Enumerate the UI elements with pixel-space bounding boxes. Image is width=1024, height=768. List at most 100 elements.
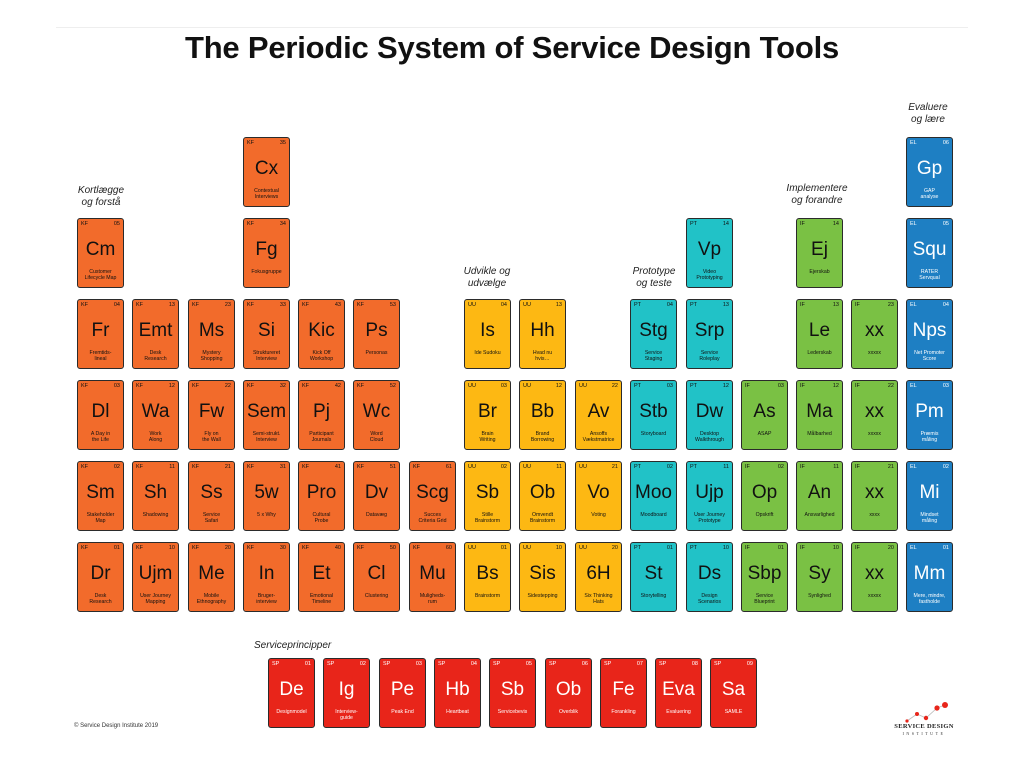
tool-tile-mi[interactable]: EL 02 Mi Mindset måling [906, 461, 953, 531]
page-title: The Periodic System of Service Design To… [184, 30, 840, 65]
tool-tile-dv[interactable]: KF 51 Dv Datavæg [353, 461, 400, 531]
tool-tile-is[interactable]: UU 04 Is Ide Sudoku [464, 299, 511, 369]
tool-tile-hb[interactable]: SP 04 Hb Heartbeat [434, 658, 481, 728]
tile-number: 03 [113, 383, 120, 389]
tool-tile-pm[interactable]: EL 03 Pm Præmis måling [906, 380, 953, 450]
category-line: Udvikle og [463, 266, 511, 277]
tool-tile-wa[interactable]: KF 12 Wa Work Along [132, 380, 179, 450]
tool-tile-op[interactable]: IF 02 Op Opskrift [741, 461, 788, 531]
tool-tile-ma[interactable]: IF 12 Ma Målbarhed [796, 380, 843, 450]
tool-tile-ej[interactable]: IF 14 Ej Ejerskab [796, 218, 843, 288]
tool-tile-xx[interactable]: IF 23 xx xxxxx [851, 299, 898, 369]
tool-tile-srp[interactable]: PT 13 Srp Service Roleplay [686, 299, 733, 369]
tool-tile-dl[interactable]: KF 03 Dl A Day in the Life [77, 380, 124, 450]
tool-tile-sy[interactable]: IF 10 Sy Synlighed [796, 542, 843, 612]
tool-tile-xx[interactable]: IF 22 xx xxxxx [851, 380, 898, 450]
tile-description-line: Fokusgruppe [251, 269, 282, 275]
tile-description: Storytelling [632, 593, 675, 599]
tool-tile-sa[interactable]: SP 09 Sa SAMLE [710, 658, 757, 728]
tool-tile-dw[interactable]: PT 12 Dw Desktop Walkthrough [686, 380, 733, 450]
tool-tile-ujm[interactable]: KF 10 Ujm User Journey Mapping [132, 542, 179, 612]
tool-tile-fe[interactable]: SP 07 Fe Forankling [600, 658, 647, 728]
tool-tile-fg[interactable]: KF 34 Fg Fokusgruppe [243, 218, 290, 288]
tool-tile-av[interactable]: UU 22 Av Ansoffs Vækstmatrice [575, 380, 622, 450]
tile-symbol: Ej [811, 239, 828, 260]
tool-tile-cx[interactable]: KF 35 Cx Contextual Interviews [243, 137, 290, 207]
tile-description: Mystery Shopping [190, 350, 233, 362]
tool-tile-ps[interactable]: KF 53 Ps Personas [353, 299, 400, 369]
tool-tile-emt[interactable]: KF 13 Emt Desk Research [132, 299, 179, 369]
tool-tile-bs[interactable]: UU 01 Bs Brainstorm [464, 542, 511, 612]
tool-tile-in[interactable]: KF 30 In Bruger-interview [243, 542, 290, 612]
tile-description-line: Hats [593, 599, 604, 606]
tool-tile-sbp[interactable]: IF 01 Sbp Service Blueprint [741, 542, 788, 612]
tool-tile-an[interactable]: IF 11 An Ansvarlighed [796, 461, 843, 531]
tile-number: 10 [832, 545, 839, 551]
tile-number: 11 [833, 464, 839, 470]
tool-tile-cl[interactable]: KF 50 Cl Clustering [353, 542, 400, 612]
tool-tile-si[interactable]: KF 33 Si Struktureret Interview [243, 299, 290, 369]
tool-tile-sm[interactable]: KF 02 Sm Stakeholder Map [77, 461, 124, 531]
tool-tile-ob[interactable]: UU 11 Ob Omvendt Brainstorm [519, 461, 566, 531]
tool-tile-pe[interactable]: SP 03 Pe Peak End [379, 658, 426, 728]
tile-description-line: Heartbeat [446, 709, 469, 715]
tool-tile-ig[interactable]: SP 02 Ig Interview-guide [323, 658, 370, 728]
tool-tile-kic[interactable]: KF 43 Kic Kick Off Workshop [298, 299, 345, 369]
tile-description-line: Probe [314, 518, 329, 525]
tool-tile-wc[interactable]: KF 52 Wc Word Cloud [353, 380, 400, 450]
tool-tile-dr[interactable]: KF 01 Dr Desk Research [77, 542, 124, 612]
tile-symbol: Is [480, 320, 495, 341]
tool-tile-me[interactable]: KF 20 Me Mobile Ethnography [188, 542, 235, 612]
tool-tile-br[interactable]: UU 03 Br Brain Writing [464, 380, 511, 450]
tile-category-code: IF [800, 221, 805, 227]
tile-description: Servicebevis [491, 709, 534, 715]
tool-tile-5w[interactable]: KF 31 5w 5 x Why [243, 461, 290, 531]
tile-description: Brand Borrowing [521, 431, 564, 443]
tile-symbol: Sem [246, 401, 287, 422]
tool-tile-sb[interactable]: SP 05 Sb Servicebevis [489, 658, 536, 728]
tool-tile-mm[interactable]: EL 01 Mm Mere, mindre, fastholde [906, 542, 953, 612]
tool-tile-xx[interactable]: IF 20 xx xxxxx [851, 542, 898, 612]
tool-tile-sis[interactable]: UU 10 Sis Sidestepping [519, 542, 566, 612]
tool-tile-scg[interactable]: KF 61 Scg Succes Criteria Grid [409, 461, 456, 531]
tile-description-line: xxxxx [868, 431, 881, 437]
tool-tile-sb[interactable]: UU 02 Sb Stille Brainstorm [464, 461, 511, 531]
tool-tile-fw[interactable]: KF 22 Fw Fly on the Wall [188, 380, 235, 450]
tile-symbol: 6H [586, 563, 611, 584]
tool-tile-stg[interactable]: PT 04 Stg Service Staging [630, 299, 677, 369]
tool-tile-fr[interactable]: KF 04 Fr Fremtids-lineal [77, 299, 124, 369]
tool-tile-squ[interactable]: EL 05 Squ RATER Servqual [906, 218, 953, 288]
tool-tile-de[interactable]: SP 01 De Designmodel [268, 658, 315, 728]
tool-tile-ujp[interactable]: PT 11 Ujp User Journey Prototype [686, 461, 733, 531]
tool-tile-bb[interactable]: UU 12 Bb Brand Borrowing [519, 380, 566, 450]
tool-tile-ss[interactable]: KF 21 Ss Service Safari [188, 461, 235, 531]
tool-tile-6h[interactable]: UU 20 6H Six Thinking Hats [575, 542, 622, 612]
tool-tile-le[interactable]: IF 13 Le Lederskab [796, 299, 843, 369]
tool-tile-mu[interactable]: KF 60 Mu Muligheds-rum [409, 542, 456, 612]
tool-tile-ds[interactable]: PT 10 Ds Design Scenarios [686, 542, 733, 612]
tool-tile-xx[interactable]: IF 21 xx xxxx [851, 461, 898, 531]
tool-tile-st[interactable]: PT 01 St Storytelling [630, 542, 677, 612]
tool-tile-vp[interactable]: PT 14 Vp Video Prototyping [686, 218, 733, 288]
tool-tile-pro[interactable]: KF 41 Pro Cultural Probe [298, 461, 345, 531]
tile-description-line: Struktureret [252, 350, 281, 356]
tile-description-line: Præmis [920, 431, 939, 437]
tool-tile-sh[interactable]: KF 11 Sh Shadowing [132, 461, 179, 531]
top-divider [56, 27, 968, 28]
tool-tile-ms[interactable]: KF 23 Ms Mystery Shopping [188, 299, 235, 369]
tool-tile-et[interactable]: KF 40 Et Emotional Timeline [298, 542, 345, 612]
tool-tile-moo[interactable]: PT 02 Moo Moodboard [630, 461, 677, 531]
tool-tile-pj[interactable]: KF 42 Pj Participant Journals [298, 380, 345, 450]
tool-tile-stb[interactable]: PT 03 Stb Storyboard [630, 380, 677, 450]
tool-tile-ob[interactable]: SP 06 Ob Overblik [545, 658, 592, 728]
tile-symbol: Dr [90, 563, 111, 584]
tool-tile-sem[interactable]: KF 32 Sem Semi-strukt. Interview [243, 380, 290, 450]
tool-tile-eva[interactable]: SP 08 Eva Evaluering [655, 658, 702, 728]
tile-category-code: KF [357, 383, 365, 389]
tool-tile-vo[interactable]: UU 21 Vo Voting [575, 461, 622, 531]
tool-tile-as[interactable]: IF 03 As ASAP [741, 380, 788, 450]
tool-tile-gp[interactable]: EL 06 Gp GAP analyse [906, 137, 953, 207]
tool-tile-hh[interactable]: UU 13 Hh Hvad nu hvis… [519, 299, 566, 369]
tool-tile-cm[interactable]: KF 05 Cm Customer Lifecycle Map [77, 218, 124, 288]
tool-tile-nps[interactable]: EL 04 Nps Net Promoter Score [906, 299, 953, 369]
